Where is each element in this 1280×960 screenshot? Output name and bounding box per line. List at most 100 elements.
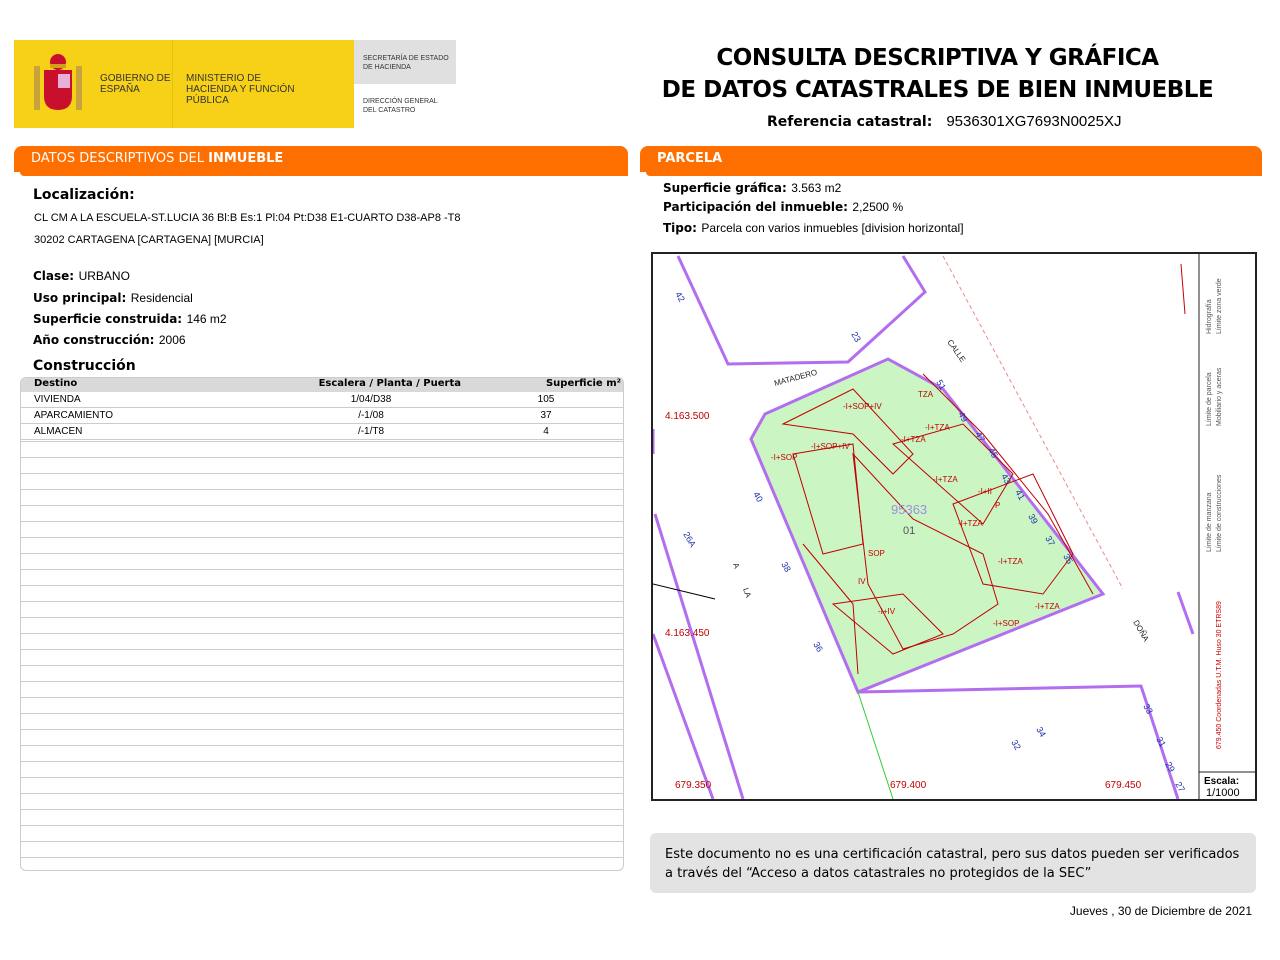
table-cell: 1/04/D38 (350, 394, 392, 405)
map-number-label: 34 (1034, 725, 1048, 739)
building-label: P (995, 501, 1000, 510)
ministerio-text: MINISTERIO DE HACIENDA Y FUNCIÓN PÚBLICA (186, 73, 295, 106)
disclaimer: Este documento no es una certificación c… (650, 833, 1256, 893)
address-line-2: 30202 CARTAGENA [CARTAGENA] [MURCIA] (34, 234, 264, 246)
table-cell: APARCAMIENTO (34, 410, 114, 421)
parcela-header: PARCELA (640, 146, 1262, 176)
building-label: -I+TZA (925, 423, 950, 432)
map-number-label: 42 (673, 290, 687, 304)
label: Superficie construida: (33, 312, 183, 326)
value: 3.563 m2 (791, 181, 842, 195)
table-cell: 4 (543, 426, 549, 437)
clase-field: Clase: URBANO (33, 267, 130, 285)
sup-grafica-field: Superficie gráfica: 3.563 m2 (663, 179, 841, 197)
label: Uso principal: (33, 291, 127, 305)
label: Participación del inmueble: (663, 200, 848, 214)
coat-of-arms-icon (34, 54, 82, 110)
value: 146 m2 (186, 312, 227, 326)
participacion-field: Participación del inmueble: 2,2500 % (663, 198, 903, 216)
table-cell: VIVIENDA (34, 394, 81, 405)
label: Tipo: (663, 221, 697, 235)
map-number-label: 49 (956, 410, 970, 424)
secretaria-text: SECRETARÍA DE ESTADO DE HACIENDA (354, 40, 456, 84)
cadastral-map[interactable]: -I+SOP+IV -I+SOP+IV -I+TZA -I+TZA -I+TZA -I+I… (651, 252, 1257, 801)
legend-parcela: Límite de parcela (1206, 372, 1213, 426)
coord-y: 4.163.500 (665, 411, 710, 422)
table-cell: 105 (537, 394, 555, 405)
building-label: -I+SOP (771, 453, 797, 462)
building-label: IV (858, 577, 866, 586)
map-number-label: 41 (1013, 488, 1027, 502)
section-title: DATOS DESCRIPTIVOS DEL (31, 151, 209, 166)
page-title: CONSULTA DESCRIPTIVA Y GRÁFICA DE DATOS C… (640, 42, 1235, 106)
table-row: ALMACEN /-1/T8 4 (21, 424, 623, 440)
uso-field: Uso principal: Residencial (33, 289, 193, 307)
localizacion-label: Localización: (33, 187, 135, 203)
map-number-label: 26A (681, 530, 698, 549)
table-cell: /-1/08 (358, 410, 384, 421)
label: Año construcción: (33, 333, 155, 347)
address-line-1: CL CM A LA ESCUELA-ST.LUCIA 36 Bl:B Es:1… (34, 212, 461, 224)
building-label: -I+TZA (1035, 602, 1060, 611)
scale-label: Escala: (1204, 776, 1239, 787)
value: 2,2500 % (852, 200, 904, 214)
construccion-label: Construcción (33, 358, 136, 374)
building-label: -I+SOP+IV (811, 442, 850, 451)
map-number-label: 40 (751, 490, 765, 504)
coord-x: 679.400 (890, 780, 927, 791)
title-line-1: CONSULTA DESCRIPTIVA Y GRÁFICA (716, 45, 1159, 71)
map-number-label: 45 (986, 446, 1000, 460)
building-label: SOP (868, 549, 885, 558)
gobierno-logo: GOBIERNO DE ESPAÑA MINISTERIO DE HACIEND… (14, 40, 354, 128)
legend-mobiliario: Mobiliario y aceras (1216, 367, 1223, 426)
building-label: -I+TZA (998, 557, 1023, 566)
map-number-label: 47 (973, 430, 987, 444)
street-label: DOÑA (1131, 619, 1151, 644)
ref-value: 9536301XG7693N0025XJ (946, 113, 1122, 130)
gobierno-text: GOBIERNO DE ESPAÑA (100, 73, 171, 95)
scale-value: 1/1000 (1206, 787, 1240, 799)
coord-y: 4.163.450 (665, 628, 710, 639)
legend-coords: 679.450 Coordenadas U.T.M. Huso 30 ETRS8… (1216, 601, 1223, 749)
map-number-label: 31 (1154, 735, 1168, 749)
building-label: -I+IV (878, 607, 896, 616)
label: Clase: (33, 269, 75, 283)
building-label: -I+II (978, 487, 992, 496)
building-label: -I+SOP (993, 619, 1019, 628)
map-number-label: 39 (1026, 512, 1040, 526)
table-cell: 37 (540, 410, 552, 421)
construccion-table: Destino Escalera / Planta / Puerta Super… (20, 377, 624, 871)
date: Jueves , 30 de Diciembre de 2021 (1069, 904, 1252, 918)
building-label: -I+TZA (901, 435, 926, 444)
parcel-sub: 01 (903, 525, 915, 537)
north-arrow-icon (1180, 263, 1186, 315)
col-superficie: Superficie m² (545, 378, 621, 389)
map-number-label: 33 (1141, 702, 1155, 716)
ref-label: Referencia catastral: (767, 114, 933, 130)
street-label: CALLE (945, 338, 967, 364)
table-row: VIVIENDA 1/04/D38 105 (21, 392, 623, 408)
value: 2006 (158, 333, 186, 347)
map-number-label: 43 (999, 472, 1013, 486)
street-label: LA (741, 587, 753, 600)
building-label: -I+TZA (933, 475, 958, 484)
legend-zona-verde: Límite zona verde (1216, 278, 1223, 334)
building-label: TZA (918, 390, 934, 399)
anio-field: Año construcción: 2006 (33, 331, 186, 349)
table-row: APARCAMIENTO /-1/08 37 (21, 408, 623, 424)
legend-hidrografia: Hidrografía (1206, 299, 1213, 334)
table-cell: /-1/T8 (357, 426, 385, 437)
section-title: PARCELA (657, 151, 723, 166)
map-number-label: 29 (1163, 760, 1177, 774)
map-number-label: 38 (779, 560, 793, 574)
table-header: Destino Escalera / Planta / Puerta Super… (21, 378, 623, 392)
map-number-label: 37 (1043, 534, 1057, 548)
col-destino: Destino (34, 378, 78, 389)
building-label: -I+SOP+IV (843, 402, 882, 411)
legend-manzana: Límite de manzana (1206, 492, 1213, 552)
parcel-number: 95363 (891, 502, 927, 517)
map-number-label: 51 (934, 378, 948, 392)
value: Residencial (130, 291, 193, 305)
legend-construcciones: Límite de construcciones (1216, 474, 1223, 552)
map-number-label: 23 (849, 330, 863, 344)
